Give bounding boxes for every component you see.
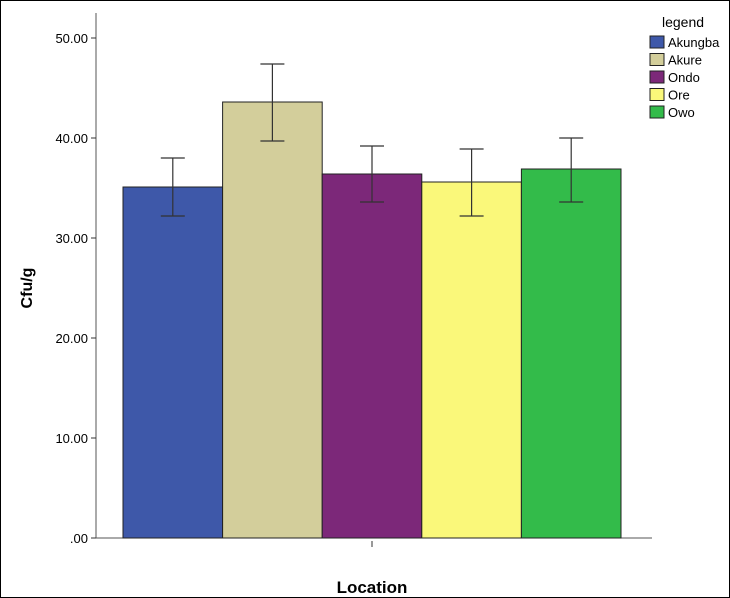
- legend-label-akungba: Akungba: [668, 35, 720, 50]
- bar-ondo: [321, 173, 423, 539]
- legend-swatch-akure: [649, 53, 665, 66]
- legend-label-owo: Owo: [668, 105, 695, 120]
- bar-akungba: [122, 186, 224, 539]
- y-axis-label: Cfu/g: [19, 268, 36, 309]
- legend-title: legend: [662, 14, 704, 30]
- y-tick-label: 30.00: [55, 231, 88, 246]
- x-axis-label: Location: [337, 578, 408, 597]
- legend: legend Akungba Akure Ondo Ore Owo: [649, 14, 720, 120]
- legend-label-akure: Akure: [668, 53, 702, 68]
- legend-label-ore: Ore: [668, 88, 690, 103]
- error-bars: [160, 63, 584, 217]
- legend-swatch-ondo: [649, 70, 665, 84]
- legend-swatch-owo: [649, 105, 665, 119]
- bar-ore: [421, 181, 522, 539]
- y-tick-label: 40.00: [55, 131, 88, 146]
- y-tick-label: 50.00: [55, 31, 88, 46]
- y-tick-label: .00: [70, 531, 88, 546]
- bar-owo: [520, 168, 622, 539]
- bar-akure: [222, 101, 323, 539]
- legend-swatch-akungba: [649, 35, 665, 49]
- y-tick-label: 20.00: [55, 331, 88, 346]
- bars: [122, 101, 622, 539]
- legend-swatch-ore: [649, 88, 665, 101]
- legend-label-ondo: Ondo: [668, 70, 700, 85]
- y-tick-label: 10.00: [55, 431, 88, 446]
